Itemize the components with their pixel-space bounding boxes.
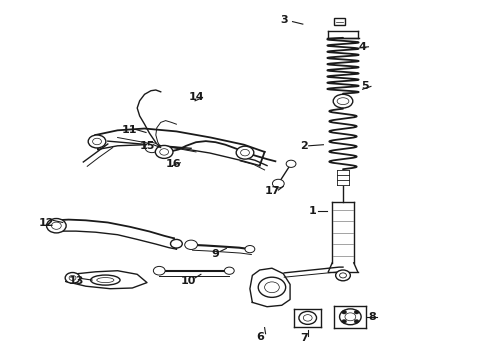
Circle shape	[145, 143, 159, 153]
Circle shape	[65, 273, 80, 283]
Circle shape	[340, 309, 361, 325]
Polygon shape	[66, 271, 147, 289]
Circle shape	[258, 277, 286, 297]
Circle shape	[245, 246, 255, 253]
Circle shape	[354, 310, 359, 314]
Text: 10: 10	[181, 276, 196, 286]
Text: 3: 3	[280, 15, 288, 25]
Bar	[334, 18, 345, 25]
Circle shape	[185, 240, 197, 249]
Text: 11: 11	[122, 125, 138, 135]
Text: 17: 17	[264, 186, 280, 196]
Circle shape	[224, 267, 234, 274]
Text: 2: 2	[300, 141, 308, 151]
Circle shape	[336, 270, 350, 281]
Circle shape	[286, 160, 296, 167]
Text: 15: 15	[139, 141, 155, 151]
Text: 13: 13	[68, 276, 84, 286]
Circle shape	[236, 146, 254, 159]
Circle shape	[155, 145, 173, 158]
Polygon shape	[250, 268, 290, 307]
Circle shape	[342, 320, 346, 323]
Circle shape	[342, 310, 346, 314]
Circle shape	[272, 179, 284, 188]
Ellipse shape	[333, 94, 353, 108]
Text: 1: 1	[309, 206, 317, 216]
Circle shape	[171, 239, 182, 248]
Text: 5: 5	[361, 81, 369, 91]
Text: 7: 7	[300, 333, 308, 343]
Circle shape	[153, 266, 165, 275]
Ellipse shape	[97, 278, 114, 283]
Circle shape	[88, 135, 106, 148]
Text: 12: 12	[39, 218, 54, 228]
Ellipse shape	[91, 275, 120, 285]
Circle shape	[47, 219, 66, 233]
Text: 8: 8	[368, 312, 376, 322]
Text: 4: 4	[359, 42, 367, 52]
Circle shape	[299, 311, 317, 324]
Text: 16: 16	[166, 159, 182, 169]
Text: 6: 6	[256, 332, 264, 342]
Ellipse shape	[337, 98, 349, 105]
Circle shape	[354, 320, 359, 323]
Text: 9: 9	[212, 249, 220, 259]
Text: 14: 14	[188, 92, 204, 102]
